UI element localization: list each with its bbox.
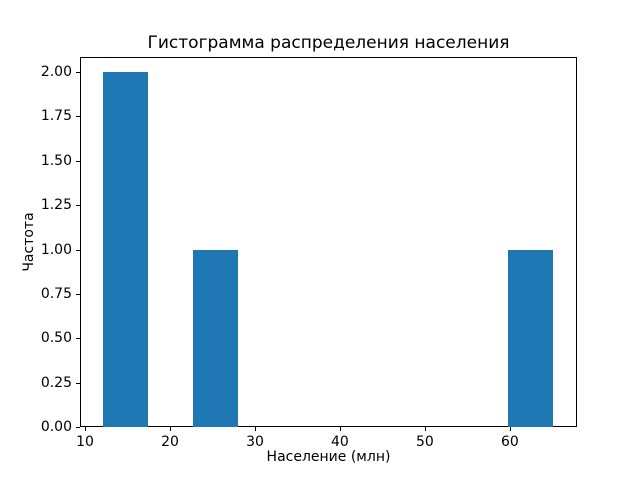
x-tick-label: 10	[76, 434, 94, 450]
y-tick-mark	[76, 249, 80, 251]
x-tick-label: 50	[415, 434, 434, 450]
y-tick-mark	[76, 293, 80, 295]
x-tick-label: 30	[246, 434, 264, 450]
y-tick-mark	[76, 116, 80, 118]
y-axis-label: Частота	[21, 212, 37, 272]
x-tick-label: 60	[500, 434, 519, 450]
x-tick-mark	[255, 427, 256, 431]
plot-area	[80, 57, 577, 427]
y-tick-mark	[76, 160, 80, 162]
x-tick-mark	[424, 427, 426, 431]
y-tick-mark	[76, 427, 80, 428]
y-tick-label: 2.00	[40, 64, 72, 81]
y-tick-label: 1.50	[40, 152, 72, 169]
x-tick-mark	[85, 427, 86, 431]
x-tick-mark	[339, 427, 341, 431]
x-tick-label: 20	[161, 434, 179, 450]
x-axis-label: Население (млн)	[266, 449, 391, 465]
histogram-bar	[103, 72, 149, 427]
x-tick-mark	[509, 427, 511, 431]
histogram-bar	[193, 249, 239, 427]
x-tick-label: 40	[330, 434, 349, 450]
y-tick-label: 0.00	[40, 419, 72, 435]
y-tick-label: 1.00	[40, 241, 72, 258]
y-tick-mark	[76, 72, 80, 74]
y-tick-mark	[76, 382, 80, 384]
y-tick-mark	[76, 205, 80, 207]
chart-title: Гистограмма распределения населения	[147, 33, 510, 53]
y-tick-label: 0.50	[40, 330, 72, 347]
x-tick-mark	[170, 427, 171, 431]
y-tick-mark	[76, 338, 80, 340]
y-tick-label: 0.25	[40, 374, 72, 391]
histogram-bar	[508, 249, 554, 427]
y-tick-label: 1.75	[40, 108, 72, 125]
y-tick-label: 0.75	[40, 285, 72, 302]
y-tick-label: 1.25	[40, 197, 72, 214]
